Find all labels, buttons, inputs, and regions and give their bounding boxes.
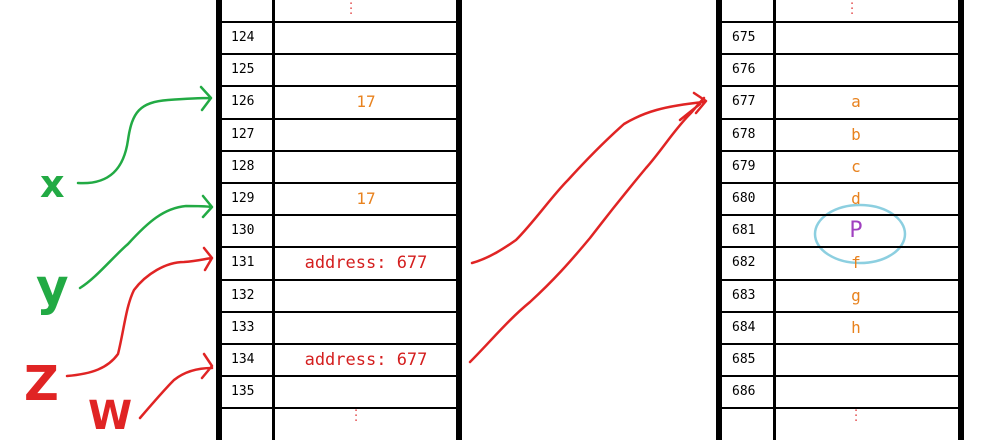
left-value-129: 17: [356, 189, 376, 208]
left-address-125: 125: [231, 62, 255, 77]
right-block-outer-right-border: [958, 0, 964, 440]
right-address-682: 682: [732, 255, 756, 270]
left-row-separator: [222, 21, 456, 23]
right-row-separator: [722, 21, 958, 23]
variable-z-label: Z: [24, 356, 59, 412]
variable-x-label: x: [40, 162, 65, 206]
left-block-outer-left-border: [216, 0, 222, 440]
left-row-separator: [222, 407, 456, 409]
variable-w-label: W: [88, 393, 133, 439]
right-address-678: 678: [732, 127, 756, 142]
right-value-682: f: [851, 253, 861, 272]
variable-y-label: y: [36, 258, 69, 316]
highlight-circle-681: [813, 203, 907, 265]
right-address-684: 684: [732, 320, 756, 335]
left-address-124: 124: [231, 30, 255, 45]
right-row-separator: [722, 279, 958, 281]
left-row-separator: [222, 375, 456, 377]
left-address-135: 135: [231, 384, 255, 399]
left-bottom-ellipsis: · · ·: [352, 404, 360, 427]
left-value-131: address: 677: [304, 253, 428, 273]
left-row-separator: [222, 150, 456, 152]
left-address-131: 131: [231, 255, 255, 270]
left-row-separator: [222, 182, 456, 184]
right-block-column-divider: [773, 0, 776, 440]
right-address-685: 685: [732, 352, 756, 367]
left-row-separator: [222, 118, 456, 120]
right-row-separator: [722, 150, 958, 152]
right-row-separator: [722, 85, 958, 87]
right-row-separator: [722, 214, 958, 216]
left-row-separator: [222, 279, 456, 281]
right-value-683: g: [851, 286, 861, 305]
left-address-130: 130: [231, 223, 255, 238]
right-address-675: 675: [732, 30, 756, 45]
left-block-column-divider: [272, 0, 275, 440]
arrow-134-to-677: [468, 96, 706, 364]
arrow-131-to-677: [470, 91, 708, 265]
right-address-686: 686: [732, 384, 756, 399]
left-address-126: 126: [231, 94, 255, 109]
left-row-separator: [222, 85, 456, 87]
right-value-677: a: [851, 92, 861, 111]
left-address-129: 129: [231, 191, 255, 206]
left-row-separator: [222, 53, 456, 55]
left-row-separator: [222, 311, 456, 313]
right-top-ellipsis: · · ·: [848, 0, 856, 20]
left-address-132: 132: [231, 288, 255, 303]
right-value-678: b: [851, 125, 861, 144]
right-address-681: 681: [732, 223, 756, 238]
arrow-z-to-131: [65, 246, 214, 378]
left-value-126: 17: [356, 92, 376, 111]
arrow-w-to-134: [138, 352, 214, 420]
right-row-separator: [722, 246, 958, 248]
right-value-681: P: [849, 218, 863, 243]
right-address-677: 677: [732, 94, 756, 109]
right-address-680: 680: [732, 191, 756, 206]
left-block-outer-right-border: [456, 0, 462, 440]
arrow-y-to-129: [78, 194, 214, 290]
left-address-133: 133: [231, 320, 255, 335]
right-value-679: c: [851, 157, 861, 176]
right-address-676: 676: [732, 62, 756, 77]
left-address-127: 127: [231, 127, 255, 142]
right-block-outer-left-border: [716, 0, 722, 440]
right-value-680: d: [851, 189, 861, 208]
right-row-separator: [722, 311, 958, 313]
right-row-separator: [722, 182, 958, 184]
right-value-684: h: [851, 318, 861, 337]
right-row-separator: [722, 53, 958, 55]
right-row-separator: [722, 343, 958, 345]
left-row-separator: [222, 246, 456, 248]
left-address-134: 134: [231, 352, 255, 367]
right-address-683: 683: [732, 288, 756, 303]
left-top-ellipsis: · · ·: [347, 0, 355, 20]
right-row-separator: [722, 407, 958, 409]
arrow-x-to-126: [76, 85, 213, 185]
left-value-134: address: 677: [304, 350, 428, 370]
right-address-679: 679: [732, 159, 756, 174]
left-row-separator: [222, 343, 456, 345]
right-row-separator: [722, 375, 958, 377]
left-address-128: 128: [231, 159, 255, 174]
right-row-separator: [722, 118, 958, 120]
left-row-separator: [222, 214, 456, 216]
right-bottom-ellipsis: · · ·: [852, 404, 860, 427]
